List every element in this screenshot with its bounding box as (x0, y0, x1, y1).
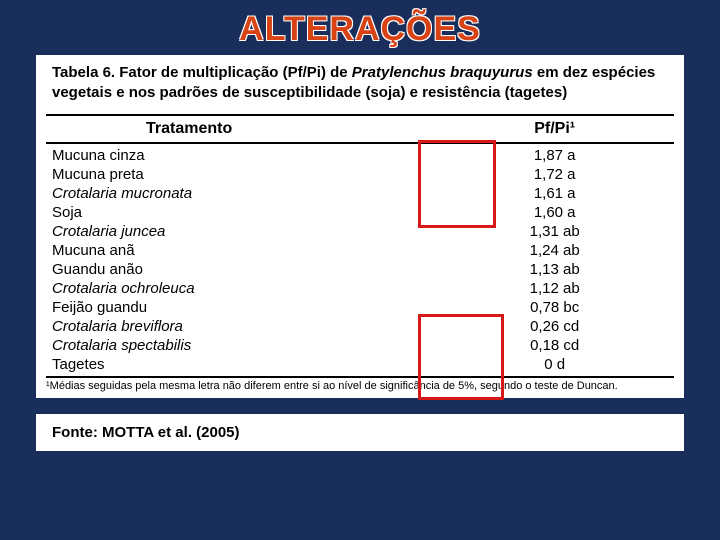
cell-value: 0,26 cd (435, 318, 674, 335)
table-row: Crotalaria ochroleuca1,12 ab (46, 279, 674, 298)
cell-treatment: Mucuna cinza (46, 147, 435, 164)
cell-treatment: Crotalaria ochroleuca (46, 280, 435, 297)
page-title: ALTERAÇÕES (0, 10, 720, 49)
table-footnote: ¹Médias seguidas pela mesma letra não di… (46, 378, 674, 396)
cell-value: 1,87 a (435, 147, 674, 164)
table-row: Feijão guandu0,78 bc (46, 298, 674, 317)
cell-treatment: Guandu anão (46, 261, 435, 278)
table-row: Tagetes0 d (46, 355, 674, 374)
caption-species: Pratylenchus braquyurus (352, 64, 533, 81)
cell-treatment: Crotalaria breviflora (46, 318, 435, 335)
cell-value: 1,13 ab (435, 261, 674, 278)
cell-treatment: Feijão guandu (46, 299, 435, 316)
cell-value: 1,61 a (435, 185, 674, 202)
table-row: Crotalaria breviflora0,26 cd (46, 317, 674, 336)
source-citation: Fonte: MOTTA et al. (2005) (36, 414, 684, 451)
table-row: Crotalaria juncea1,31 ab (46, 222, 674, 241)
table-header-row: Tratamento Pf/Pi¹ (46, 114, 674, 144)
cell-treatment: Crotalaria mucronata (46, 185, 435, 202)
cell-value: 0 d (435, 356, 674, 373)
cell-treatment: Soja (46, 204, 435, 221)
table-row: Mucuna preta1,72 a (46, 165, 674, 184)
header-treatment: Tratamento (46, 120, 435, 138)
cell-value: 1,12 ab (435, 280, 674, 297)
cell-value: 1,24 ab (435, 242, 674, 259)
cell-value: 1,31 ab (435, 223, 674, 240)
cell-value: 0,18 cd (435, 337, 674, 354)
cell-value: 1,60 a (435, 204, 674, 221)
table-caption: Tabela 6. Fator de multiplicação (Pf/Pi)… (36, 55, 684, 110)
cell-treatment: Crotalaria spectabilis (46, 337, 435, 354)
table-row: Crotalaria spectabilis0,18 cd (46, 336, 674, 355)
table-row: Soja1,60 a (46, 203, 674, 222)
table-body: Mucuna cinza1,87 aMucuna preta1,72 aCrot… (46, 144, 674, 378)
cell-treatment: Mucuna preta (46, 166, 435, 183)
table-row: Crotalaria mucronata1,61 a (46, 184, 674, 203)
table-row: Mucuna cinza1,87 a (46, 146, 674, 165)
header-value: Pf/Pi¹ (435, 120, 674, 138)
caption-prefix: Tabela 6. Fator de multiplicação (Pf/Pi)… (52, 64, 352, 81)
cell-treatment: Mucuna anã (46, 242, 435, 259)
cell-value: 1,72 a (435, 166, 674, 183)
cell-treatment: Tagetes (46, 356, 435, 373)
table-row: Guandu anão1,13 ab (46, 260, 674, 279)
data-table: Tratamento Pf/Pi¹ Mucuna cinza1,87 aMucu… (36, 110, 684, 398)
cell-treatment: Crotalaria juncea (46, 223, 435, 240)
table-row: Mucuna anã1,24 ab (46, 241, 674, 260)
cell-value: 0,78 bc (435, 299, 674, 316)
